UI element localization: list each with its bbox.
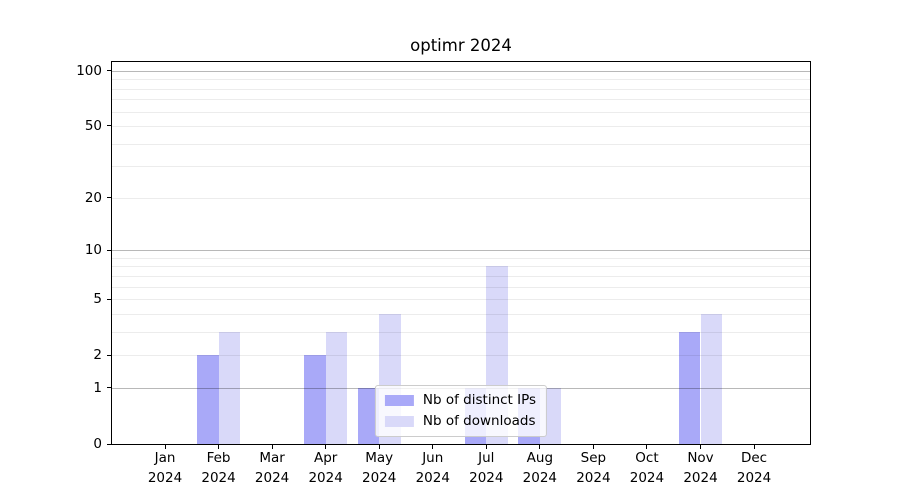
- month-label: Oct: [635, 450, 659, 466]
- x-tick-label-oct: Oct 2024: [619, 449, 675, 488]
- x-tick-label-dec: Dec 2024: [726, 449, 782, 488]
- x-axis-tick: [646, 445, 648, 449]
- y-axis-tick: [107, 125, 111, 127]
- x-axis-tick: [271, 445, 273, 449]
- bar-distinct-ips-nov: [679, 331, 701, 444]
- month-label: Sep: [580, 450, 607, 466]
- y-tick-label: 50: [84, 117, 102, 134]
- minor-gridline: [112, 79, 810, 81]
- y-axis-tick: [107, 354, 111, 356]
- bar-downloads-apr: [325, 331, 348, 444]
- month-label: Jul: [478, 450, 495, 466]
- year-label: 2024: [469, 469, 504, 486]
- month-label: Apr: [313, 450, 338, 466]
- y-tick-label: 100: [76, 62, 102, 79]
- year-label: 2024: [629, 469, 665, 486]
- bar-distinct-ips-feb: [197, 355, 219, 444]
- minor-gridline: [112, 166, 810, 168]
- x-axis-tick: [432, 445, 434, 449]
- minor-gridline: [112, 125, 810, 127]
- legend-label-downloads: Nb of downloads: [422, 413, 536, 429]
- minor-gridline: [112, 299, 810, 301]
- x-tick-label-aug: Aug 2024: [512, 449, 568, 488]
- year-label: 2024: [683, 469, 718, 486]
- year-label: 2024: [201, 469, 236, 486]
- x-axis-tick: [325, 445, 327, 449]
- month-label: Jan: [154, 450, 176, 466]
- minor-gridline: [112, 197, 810, 199]
- y-axis-tick: [107, 249, 111, 251]
- major-gridline: [112, 250, 810, 252]
- x-tick-label-apr: Apr 2024: [298, 449, 354, 488]
- x-axis-tick: [753, 445, 755, 449]
- y-axis-tick: [107, 70, 111, 72]
- x-axis-tick: [485, 445, 487, 449]
- year-label: 2024: [362, 469, 397, 486]
- x-tick-label-feb: Feb 2024: [191, 449, 247, 488]
- x-axis-tick: [218, 445, 220, 449]
- y-tick-label: 10: [84, 242, 102, 259]
- y-tick-label: 1: [93, 379, 102, 396]
- bar-downloads-feb: [218, 331, 240, 444]
- minor-gridline: [112, 99, 810, 101]
- x-axis-tick: [378, 445, 380, 449]
- x-axis-tick: [164, 445, 166, 449]
- bar-downloads-nov: [700, 313, 722, 444]
- y-axis-tick: [107, 298, 111, 300]
- year-label: 2024: [522, 469, 558, 486]
- month-label: Jun: [422, 450, 444, 466]
- month-label: May: [365, 450, 394, 466]
- x-tick-label-jul: Jul 2024: [458, 449, 514, 488]
- x-axis-tick: [592, 445, 594, 449]
- y-tick-label: 0: [93, 436, 102, 452]
- month-label: Nov: [687, 450, 714, 466]
- minor-gridline: [112, 275, 810, 277]
- year-label: 2024: [147, 469, 183, 486]
- minor-gridline: [112, 111, 810, 113]
- y-tick-label: 2: [93, 347, 102, 364]
- x-tick-label-may: May 2024: [351, 449, 407, 488]
- minor-gridline: [112, 257, 810, 259]
- x-axis-tick: [700, 445, 701, 449]
- x-tick-label-mar: Mar 2024: [244, 449, 300, 488]
- month-label: Dec: [740, 450, 768, 466]
- month-label: Aug: [526, 450, 554, 466]
- y-axis-tick: [107, 197, 111, 199]
- minor-gridline: [112, 143, 810, 145]
- legend: Nb of distinct IPs Nb of downloads: [374, 385, 548, 437]
- year-label: 2024: [736, 469, 772, 486]
- x-tick-label-nov: Nov 2024: [673, 449, 729, 488]
- year-label: 2024: [576, 469, 611, 486]
- legend-entry-downloads: Nb of downloads: [384, 413, 536, 430]
- x-axis-tick: [539, 445, 541, 449]
- major-gridline: [112, 70, 810, 72]
- chart-title: optimr 2024: [410, 36, 512, 55]
- minor-gridline: [112, 266, 810, 268]
- legend-swatch-distinct-ips: [384, 395, 414, 406]
- year-label: 2024: [308, 469, 343, 486]
- plot-area: Nb of distinct IPs Nb of downloads: [111, 61, 811, 445]
- bar-distinct-ips-may: [357, 387, 380, 444]
- legend-swatch-downloads: [384, 416, 414, 427]
- y-tick-label: 5: [93, 291, 102, 308]
- bar-distinct-ips-apr: [304, 355, 326, 444]
- y-tick-label: 20: [84, 189, 102, 206]
- y-axis-tick: [107, 443, 111, 445]
- year-label: 2024: [254, 469, 290, 486]
- minor-gridline: [112, 286, 810, 288]
- x-tick-label-jan: Jan 2024: [137, 449, 193, 488]
- legend-entry-distinct-ips: Nb of distinct IPs: [384, 392, 537, 409]
- y-axis-tick: [107, 387, 111, 389]
- month-label: Mar: [259, 450, 285, 466]
- x-tick-label-sep: Sep 2024: [565, 449, 621, 488]
- year-label: 2024: [415, 469, 450, 486]
- legend-label-distinct-ips: Nb of distinct IPs: [422, 392, 537, 408]
- minor-gridline: [112, 88, 810, 90]
- month-label: Feb: [206, 450, 231, 466]
- x-tick-label-jun: Jun 2024: [405, 449, 461, 488]
